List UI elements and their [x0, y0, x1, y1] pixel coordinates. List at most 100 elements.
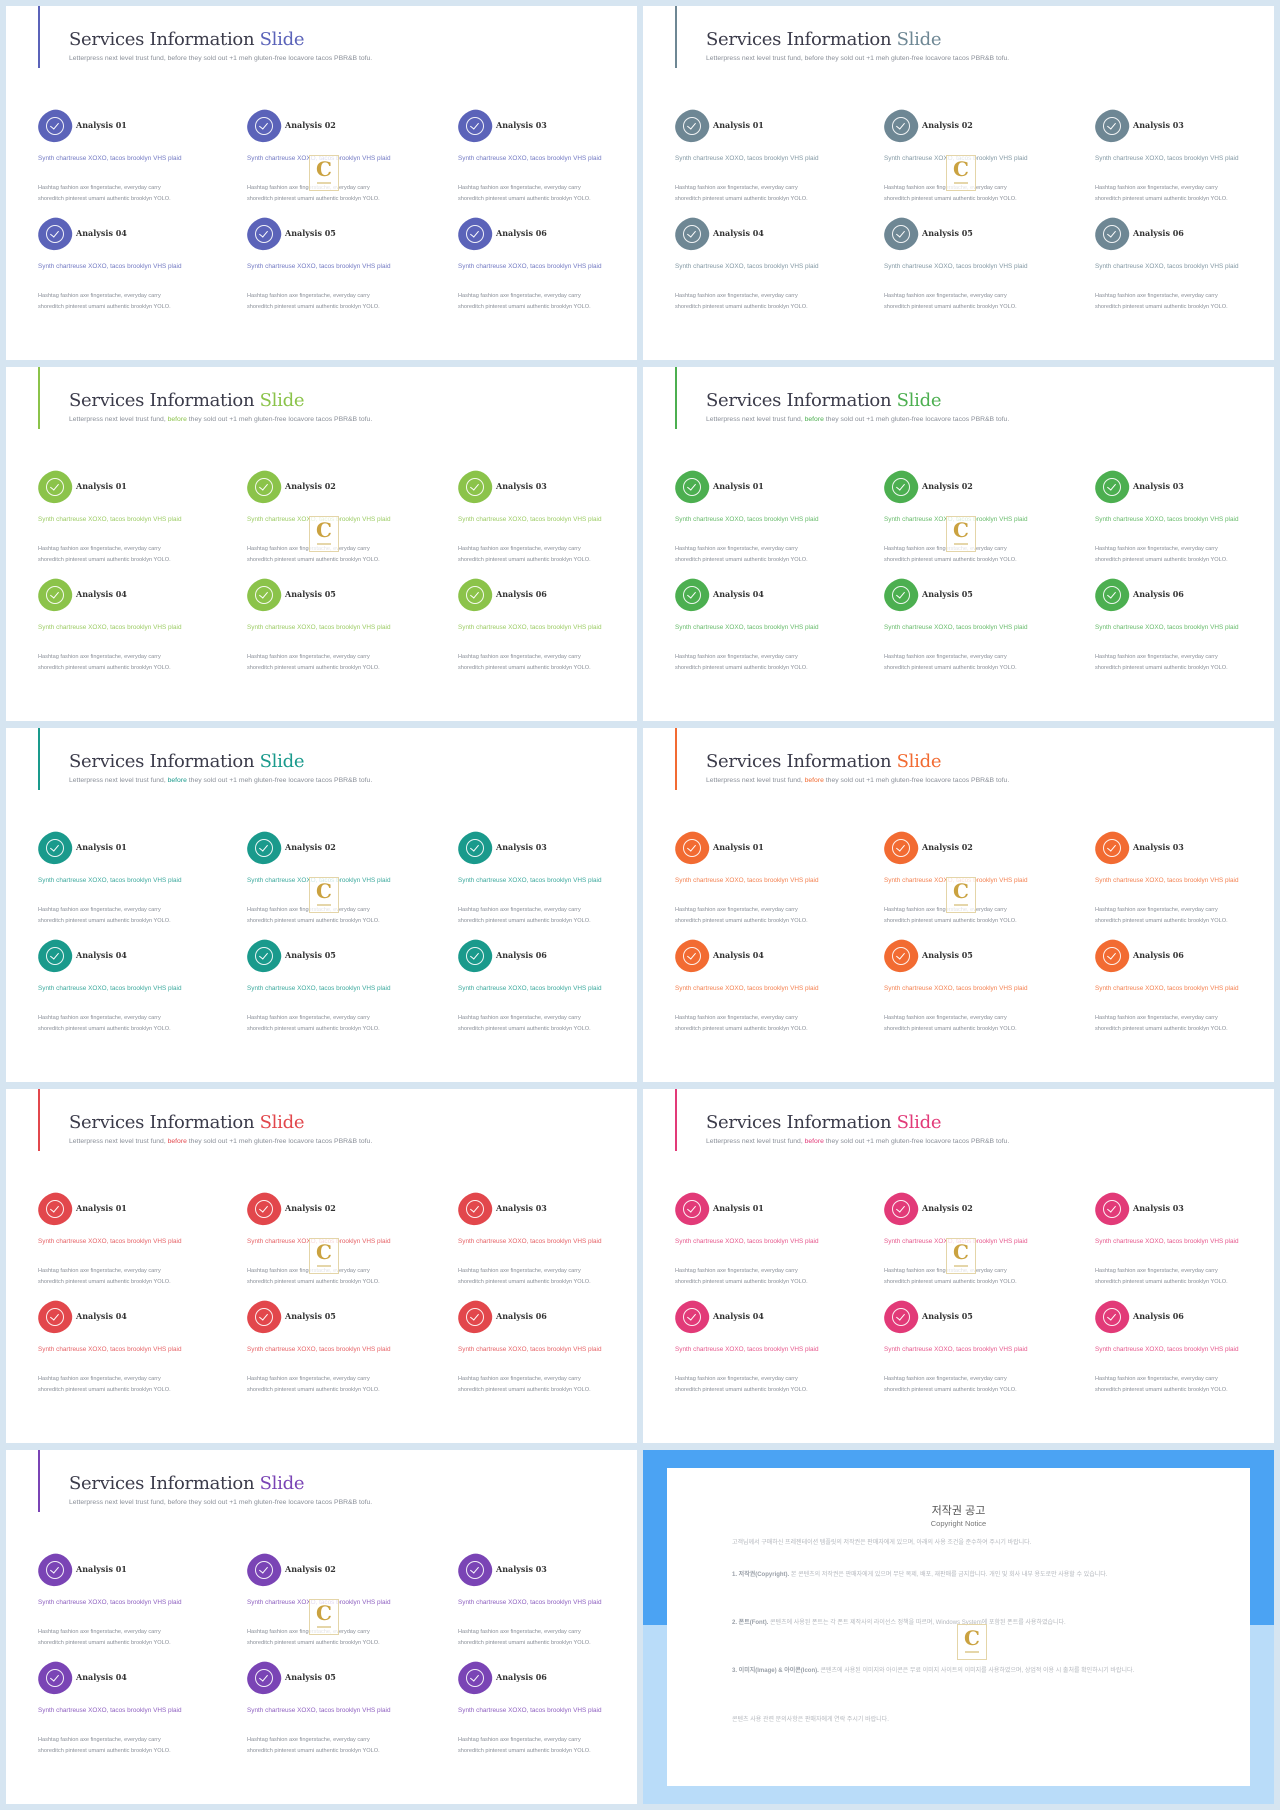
analysis-item-1: Analysis 01 Synth chartreuse XOXO, tacos … — [33, 1549, 218, 1654]
analysis-item-5: Analysis 05 Synth chartreuse XOXO, tacos … — [879, 213, 1064, 318]
analysis-item-5: Analysis 05 Synth chartreuse XOXO, tacos … — [242, 1296, 427, 1401]
check-circle-icon — [1103, 478, 1121, 496]
copyright-intro: 고객님께서 구매하신 프레젠테이션 템플릿의 저작권은 판매자에게 있으며, 아… — [732, 1540, 1032, 1546]
check-circle-icon — [46, 586, 64, 604]
analysis-item-1: Analysis 01 Synth chartreuse XOXO, tacos … — [670, 1188, 855, 1293]
check-circle-icon — [892, 225, 910, 243]
slide-3[interactable]: Services Information Slide Letterpress ne… — [6, 367, 637, 721]
analysis-label: Analysis 06 — [496, 589, 547, 599]
analysis-text: Hashtag fashion axe fingerstache, everyd… — [458, 1268, 591, 1285]
analysis-text: Hashtag fashion axe fingerstache, everyd… — [247, 654, 380, 671]
watermark-bar — [954, 182, 968, 184]
analysis-label: Analysis 06 — [1133, 589, 1184, 599]
watermark-bar — [954, 543, 968, 545]
blob-badge — [879, 574, 923, 616]
check-circle-icon — [255, 1200, 273, 1218]
analysis-item-1: Analysis 01 Synth chartreuse XOXO, tacos … — [670, 105, 855, 210]
slide-4[interactable]: Services Information Slide Letterpress ne… — [643, 367, 1274, 721]
analysis-text: Hashtag fashion axe fingerstache, everyd… — [1095, 907, 1228, 924]
analysis-text: Hashtag fashion axe fingerstache, everyd… — [38, 1629, 171, 1646]
analysis-text: Hashtag fashion axe fingerstache, everyd… — [247, 293, 380, 310]
analysis-desc: Synth chartreuse XOXO, tacos brooklyn VH… — [38, 1707, 182, 1714]
check-circle-icon — [683, 117, 701, 135]
blob-badge — [879, 213, 923, 255]
check-circle-icon — [255, 1308, 273, 1326]
watermark-bar — [965, 1651, 979, 1653]
blob-badge — [33, 574, 77, 616]
copyright-slide[interactable]: 저작권 공고 Copyright Notice 고객님께서 구매하신 프레젠테이션 … — [643, 1450, 1274, 1804]
analysis-desc: Synth chartreuse XOXO, tacos brooklyn VH… — [458, 1346, 602, 1353]
analysis-label: Analysis 05 — [922, 589, 973, 599]
check-circle-icon — [892, 947, 910, 965]
check-circle-icon — [255, 117, 273, 135]
analysis-item-4: Analysis 04 Synth chartreuse XOXO, tacos … — [33, 213, 218, 318]
accent-line — [675, 728, 677, 790]
slide-5[interactable]: Services Information Slide Letterpress ne… — [6, 728, 637, 1082]
blob-badge — [879, 827, 923, 869]
slide-title: Services Information Slide — [706, 751, 941, 772]
slide-7[interactable]: Services Information Slide Letterpress ne… — [6, 1089, 637, 1443]
analysis-item-3: Analysis 03 Synth chartreuse XOXO, tacos … — [453, 1188, 637, 1293]
analysis-desc: Synth chartreuse XOXO, tacos brooklyn VH… — [1095, 516, 1239, 523]
analysis-label: Analysis 06 — [496, 950, 547, 960]
check-circle-icon — [255, 478, 273, 496]
check-circle-icon — [466, 947, 484, 965]
analysis-label: Analysis 05 — [922, 1311, 973, 1321]
slide-1[interactable]: Services Information Slide Letterpress ne… — [6, 6, 637, 360]
analysis-desc: Synth chartreuse XOXO, tacos brooklyn VH… — [884, 985, 1028, 992]
check-circle-icon — [1103, 1308, 1121, 1326]
analysis-desc: Synth chartreuse XOXO, tacos brooklyn VH… — [247, 624, 391, 631]
slide-9[interactable]: Services Information Slide Letterpress ne… — [6, 1450, 637, 1804]
subtitle-part-b: they sold out +1 meh gluten-free locavor… — [186, 1138, 373, 1145]
analysis-item-1: Analysis 01 Synth chartreuse XOXO, tacos … — [33, 1188, 218, 1293]
analysis-text: Hashtag fashion axe fingerstache, everyd… — [675, 1268, 808, 1285]
analysis-text: Hashtag fashion axe fingerstache, everyd… — [38, 546, 171, 563]
slide-title: Services Information Slide — [69, 29, 304, 50]
blob-badge — [33, 1549, 77, 1591]
title-main: Services Information — [69, 29, 255, 50]
subtitle-part-b: they sold out +1 meh gluten-free locavor… — [823, 416, 1010, 423]
analysis-desc: Synth chartreuse XOXO, tacos brooklyn VH… — [675, 1238, 819, 1245]
analysis-item-5: Analysis 05 Synth chartreuse XOXO, tacos … — [242, 1657, 427, 1762]
analysis-text: Hashtag fashion axe fingerstache, everyd… — [675, 185, 808, 202]
blob-badge — [879, 105, 923, 147]
blob-badge — [879, 466, 923, 508]
copyright-section-1: 1. 저작권(Copyright). 본 콘텐츠의 저작권은 판매자에게 있으며… — [732, 1570, 1187, 1581]
analysis-text: Hashtag fashion axe fingerstache, everyd… — [884, 546, 1017, 563]
analysis-label: Analysis 03 — [496, 1203, 547, 1213]
analysis-text: Hashtag fashion axe fingerstache, everyd… — [38, 1376, 171, 1393]
analysis-item-5: Analysis 05 Synth chartreuse XOXO, tacos … — [242, 574, 427, 679]
subtitle-part-a: Letterpress next level trust fund, — [69, 416, 168, 423]
analysis-desc: Synth chartreuse XOXO, tacos brooklyn VH… — [1095, 624, 1239, 631]
check-circle-icon — [466, 225, 484, 243]
subtitle-highlight: before — [804, 416, 824, 423]
blob-badge — [879, 935, 923, 977]
slide-6[interactable]: Services Information Slide Letterpress ne… — [643, 728, 1274, 1082]
analysis-text: Hashtag fashion axe fingerstache, everyd… — [1095, 1015, 1228, 1032]
title-main: Services Information — [69, 390, 255, 411]
analysis-text: Hashtag fashion axe fingerstache, everyd… — [458, 1376, 591, 1393]
blob-badge — [33, 827, 77, 869]
analysis-desc: Synth chartreuse XOXO, tacos brooklyn VH… — [1095, 985, 1239, 992]
analysis-desc: Synth chartreuse XOXO, tacos brooklyn VH… — [458, 985, 602, 992]
subtitle-part-a: Letterpress next level trust fund, befor… — [69, 1499, 373, 1506]
subtitle-highlight: before — [804, 1138, 824, 1145]
blob-badge — [453, 935, 497, 977]
analysis-label: Analysis 04 — [76, 228, 127, 238]
blob-badge — [242, 466, 286, 508]
analysis-desc: Synth chartreuse XOXO, tacos brooklyn VH… — [38, 155, 182, 162]
analysis-label: Analysis 02 — [922, 120, 973, 130]
blob-badge — [453, 827, 497, 869]
watermark-letter: C — [316, 1601, 332, 1625]
analysis-desc: Synth chartreuse XOXO, tacos brooklyn VH… — [1095, 877, 1239, 884]
analysis-desc: Synth chartreuse XOXO, tacos brooklyn VH… — [247, 1707, 391, 1714]
section-heading: 2. 폰트(Font). — [732, 1620, 769, 1626]
slide-2[interactable]: Services Information Slide Letterpress ne… — [643, 6, 1274, 360]
slide-8[interactable]: Services Information Slide Letterpress ne… — [643, 1089, 1274, 1443]
check-circle-icon — [466, 1669, 484, 1687]
analysis-text: Hashtag fashion axe fingerstache, everyd… — [1095, 1268, 1228, 1285]
analysis-text: Hashtag fashion axe fingerstache, everyd… — [675, 546, 808, 563]
analysis-item-1: Analysis 01 Synth chartreuse XOXO, tacos … — [670, 827, 855, 932]
blob-badge — [242, 1188, 286, 1230]
check-circle-icon — [46, 117, 64, 135]
